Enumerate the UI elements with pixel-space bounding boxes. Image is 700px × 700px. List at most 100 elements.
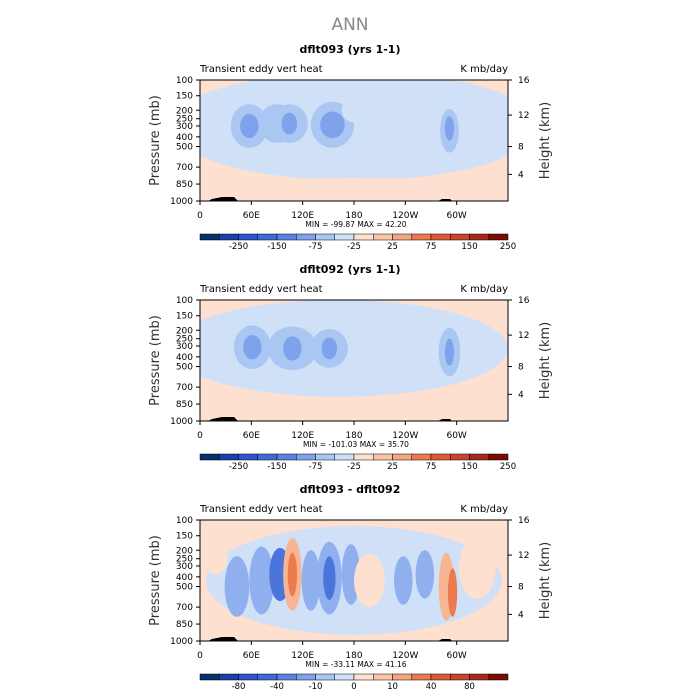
y-tick-label: 200 — [176, 546, 193, 556]
colorbar-label: -25 — [347, 242, 361, 252]
colorbar-label: 25 — [387, 462, 398, 472]
contour-region — [354, 553, 385, 608]
colorbar-swatch — [315, 233, 335, 241]
y-right-tick-label: 16 — [518, 296, 530, 306]
contour-region — [341, 98, 367, 123]
chart-panel-3: dflt093 - dflt092 Transient eddy vert hea… — [148, 483, 553, 692]
colorbar-swatch — [219, 453, 239, 461]
colorbar-label: 10 — [387, 682, 398, 692]
chart-panel-2: dflt092 (yrs 1-1) Transient eddy vert hea… — [148, 263, 553, 472]
y-right-axis-label: Height (km) — [538, 102, 553, 179]
colorbar-label: 250 — [500, 462, 516, 472]
colorbar-swatch — [450, 453, 470, 461]
min-max-stats: MIN = -99.87 MAX = 42.20 — [305, 220, 406, 229]
y-right-tick-label: 8 — [518, 583, 524, 593]
colorbar-swatch — [373, 233, 393, 241]
colorbar-label: 150 — [461, 242, 477, 252]
colorbar-swatch — [430, 673, 451, 681]
y-right-axis-label: Height (km) — [538, 542, 553, 619]
contour-region — [203, 538, 228, 575]
contour-region — [415, 550, 435, 599]
colorbar-swatch — [392, 673, 412, 681]
colorbar-swatch — [296, 233, 316, 241]
y-axis-label: Pressure (mb) — [148, 95, 163, 186]
colorbar-swatch — [373, 453, 393, 461]
terrain — [208, 197, 238, 201]
panels: dflt093 (yrs 1-1) Transient eddy vert hea… — [148, 43, 553, 692]
y-tick-label: 100 — [176, 296, 193, 306]
y-tick-label: 200 — [176, 326, 193, 336]
colorbar-swatch — [411, 233, 432, 241]
y-tick-label: 150 — [176, 92, 193, 102]
contour-region — [301, 550, 321, 611]
colorbar-label: 150 — [461, 462, 477, 472]
colorbar-label: -150 — [267, 242, 286, 252]
contour-region — [200, 80, 508, 181]
contour-region — [224, 556, 250, 617]
contour-region — [444, 338, 455, 366]
colorbar-swatch — [392, 453, 412, 461]
panel-subtitle-left: Transient eddy vert heat — [199, 64, 323, 75]
colorbar-swatch — [469, 233, 489, 241]
x-tick-label: 0 — [197, 651, 203, 661]
chart-panel-1: dflt093 (yrs 1-1) Transient eddy vert hea… — [148, 43, 553, 252]
contour-region — [444, 116, 455, 141]
x-tick-label: 180 — [345, 431, 362, 441]
colorbar-swatch — [411, 453, 432, 461]
y-tick-label: 500 — [176, 143, 193, 153]
contour-region — [287, 552, 298, 597]
colorbar-swatch — [276, 453, 297, 461]
contour-region — [249, 546, 274, 615]
x-tick-label: 120W — [392, 211, 418, 221]
colorbar-swatch — [257, 453, 278, 461]
panel-title: dflt092 (yrs 1-1) — [300, 263, 401, 276]
colorbar-swatch — [353, 233, 374, 241]
colorbar-swatch — [238, 233, 258, 241]
colorbar-label: -250 — [229, 242, 248, 252]
colorbar-swatch — [257, 233, 278, 241]
colorbar-swatch — [296, 453, 316, 461]
y-tick-label: 400 — [176, 133, 193, 143]
contour-region — [458, 538, 496, 599]
contour-field — [200, 300, 508, 407]
panel-title: dflt093 - dflt092 — [300, 483, 401, 496]
contour-region — [281, 112, 298, 135]
contour-region — [323, 556, 336, 600]
colorbar-label: 40 — [426, 682, 437, 692]
colorbar-label: 0 — [351, 682, 356, 692]
contour-region — [321, 337, 338, 360]
y-tick-label: 100 — [176, 516, 193, 526]
colorbar-swatch — [430, 233, 451, 241]
panel-subtitle-right: K mb/day — [460, 284, 508, 295]
colorbar-label: 75 — [426, 462, 437, 472]
contour-region — [200, 300, 508, 397]
y-tick-label: 700 — [176, 163, 193, 173]
contour-region — [447, 568, 458, 617]
x-tick-label: 0 — [197, 431, 203, 441]
contour-region — [320, 111, 345, 139]
colorbar-label: -25 — [347, 462, 361, 472]
colorbar-swatch — [450, 673, 470, 681]
colorbar-swatch — [450, 233, 470, 241]
panel-subtitle-left: Transient eddy vert heat — [199, 504, 323, 515]
terrain — [208, 417, 238, 421]
colorbar-swatch — [199, 453, 220, 461]
y-right-tick-label: 4 — [518, 170, 524, 180]
y-right-tick-label: 8 — [518, 363, 524, 373]
panel-subtitle-right: K mb/day — [460, 64, 508, 75]
y-tick-label: 150 — [176, 312, 193, 322]
y-tick-label: 200 — [176, 106, 193, 116]
contour-field — [200, 80, 508, 191]
colorbar-label: -80 — [232, 682, 246, 692]
colorbar-label: -10 — [309, 682, 323, 692]
x-tick-label: 120E — [291, 211, 314, 221]
min-max-stats: MIN = -101.03 MAX = 35.70 — [303, 440, 409, 449]
colorbar-swatch — [276, 233, 297, 241]
y-right-tick-label: 12 — [518, 551, 529, 561]
contour-region — [394, 556, 413, 605]
colorbar-swatch — [238, 673, 258, 681]
y-tick-label: 850 — [176, 400, 193, 410]
colorbar-swatch — [469, 673, 489, 681]
x-tick-label: 60W — [446, 651, 466, 661]
